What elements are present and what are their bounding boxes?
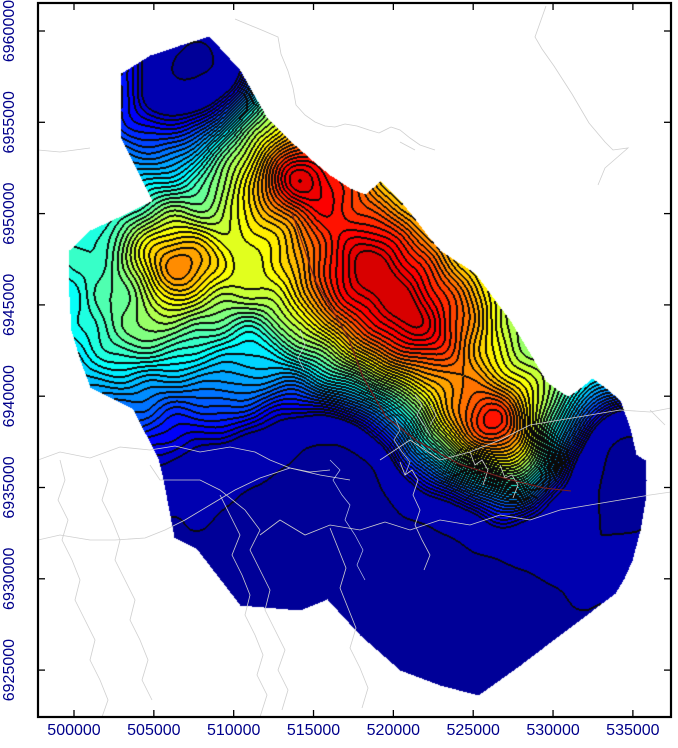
svg-text:6935000: 6935000: [1, 456, 18, 518]
svg-text:6925000: 6925000: [1, 639, 18, 701]
svg-text:520000: 520000: [367, 722, 420, 739]
svg-text:530000: 530000: [526, 722, 579, 739]
svg-text:6950000: 6950000: [1, 182, 18, 244]
svg-text:505000: 505000: [127, 722, 180, 739]
svg-text:500000: 500000: [47, 722, 100, 739]
svg-text:6945000: 6945000: [1, 274, 18, 336]
svg-text:525000: 525000: [447, 722, 500, 739]
svg-text:510000: 510000: [207, 722, 260, 739]
svg-text:535000: 535000: [606, 722, 659, 739]
svg-text:6960000: 6960000: [1, 0, 18, 62]
svg-text:515000: 515000: [287, 722, 340, 739]
svg-text:6930000: 6930000: [1, 548, 18, 610]
svg-text:6940000: 6940000: [1, 365, 18, 427]
svg-text:6955000: 6955000: [1, 91, 18, 153]
